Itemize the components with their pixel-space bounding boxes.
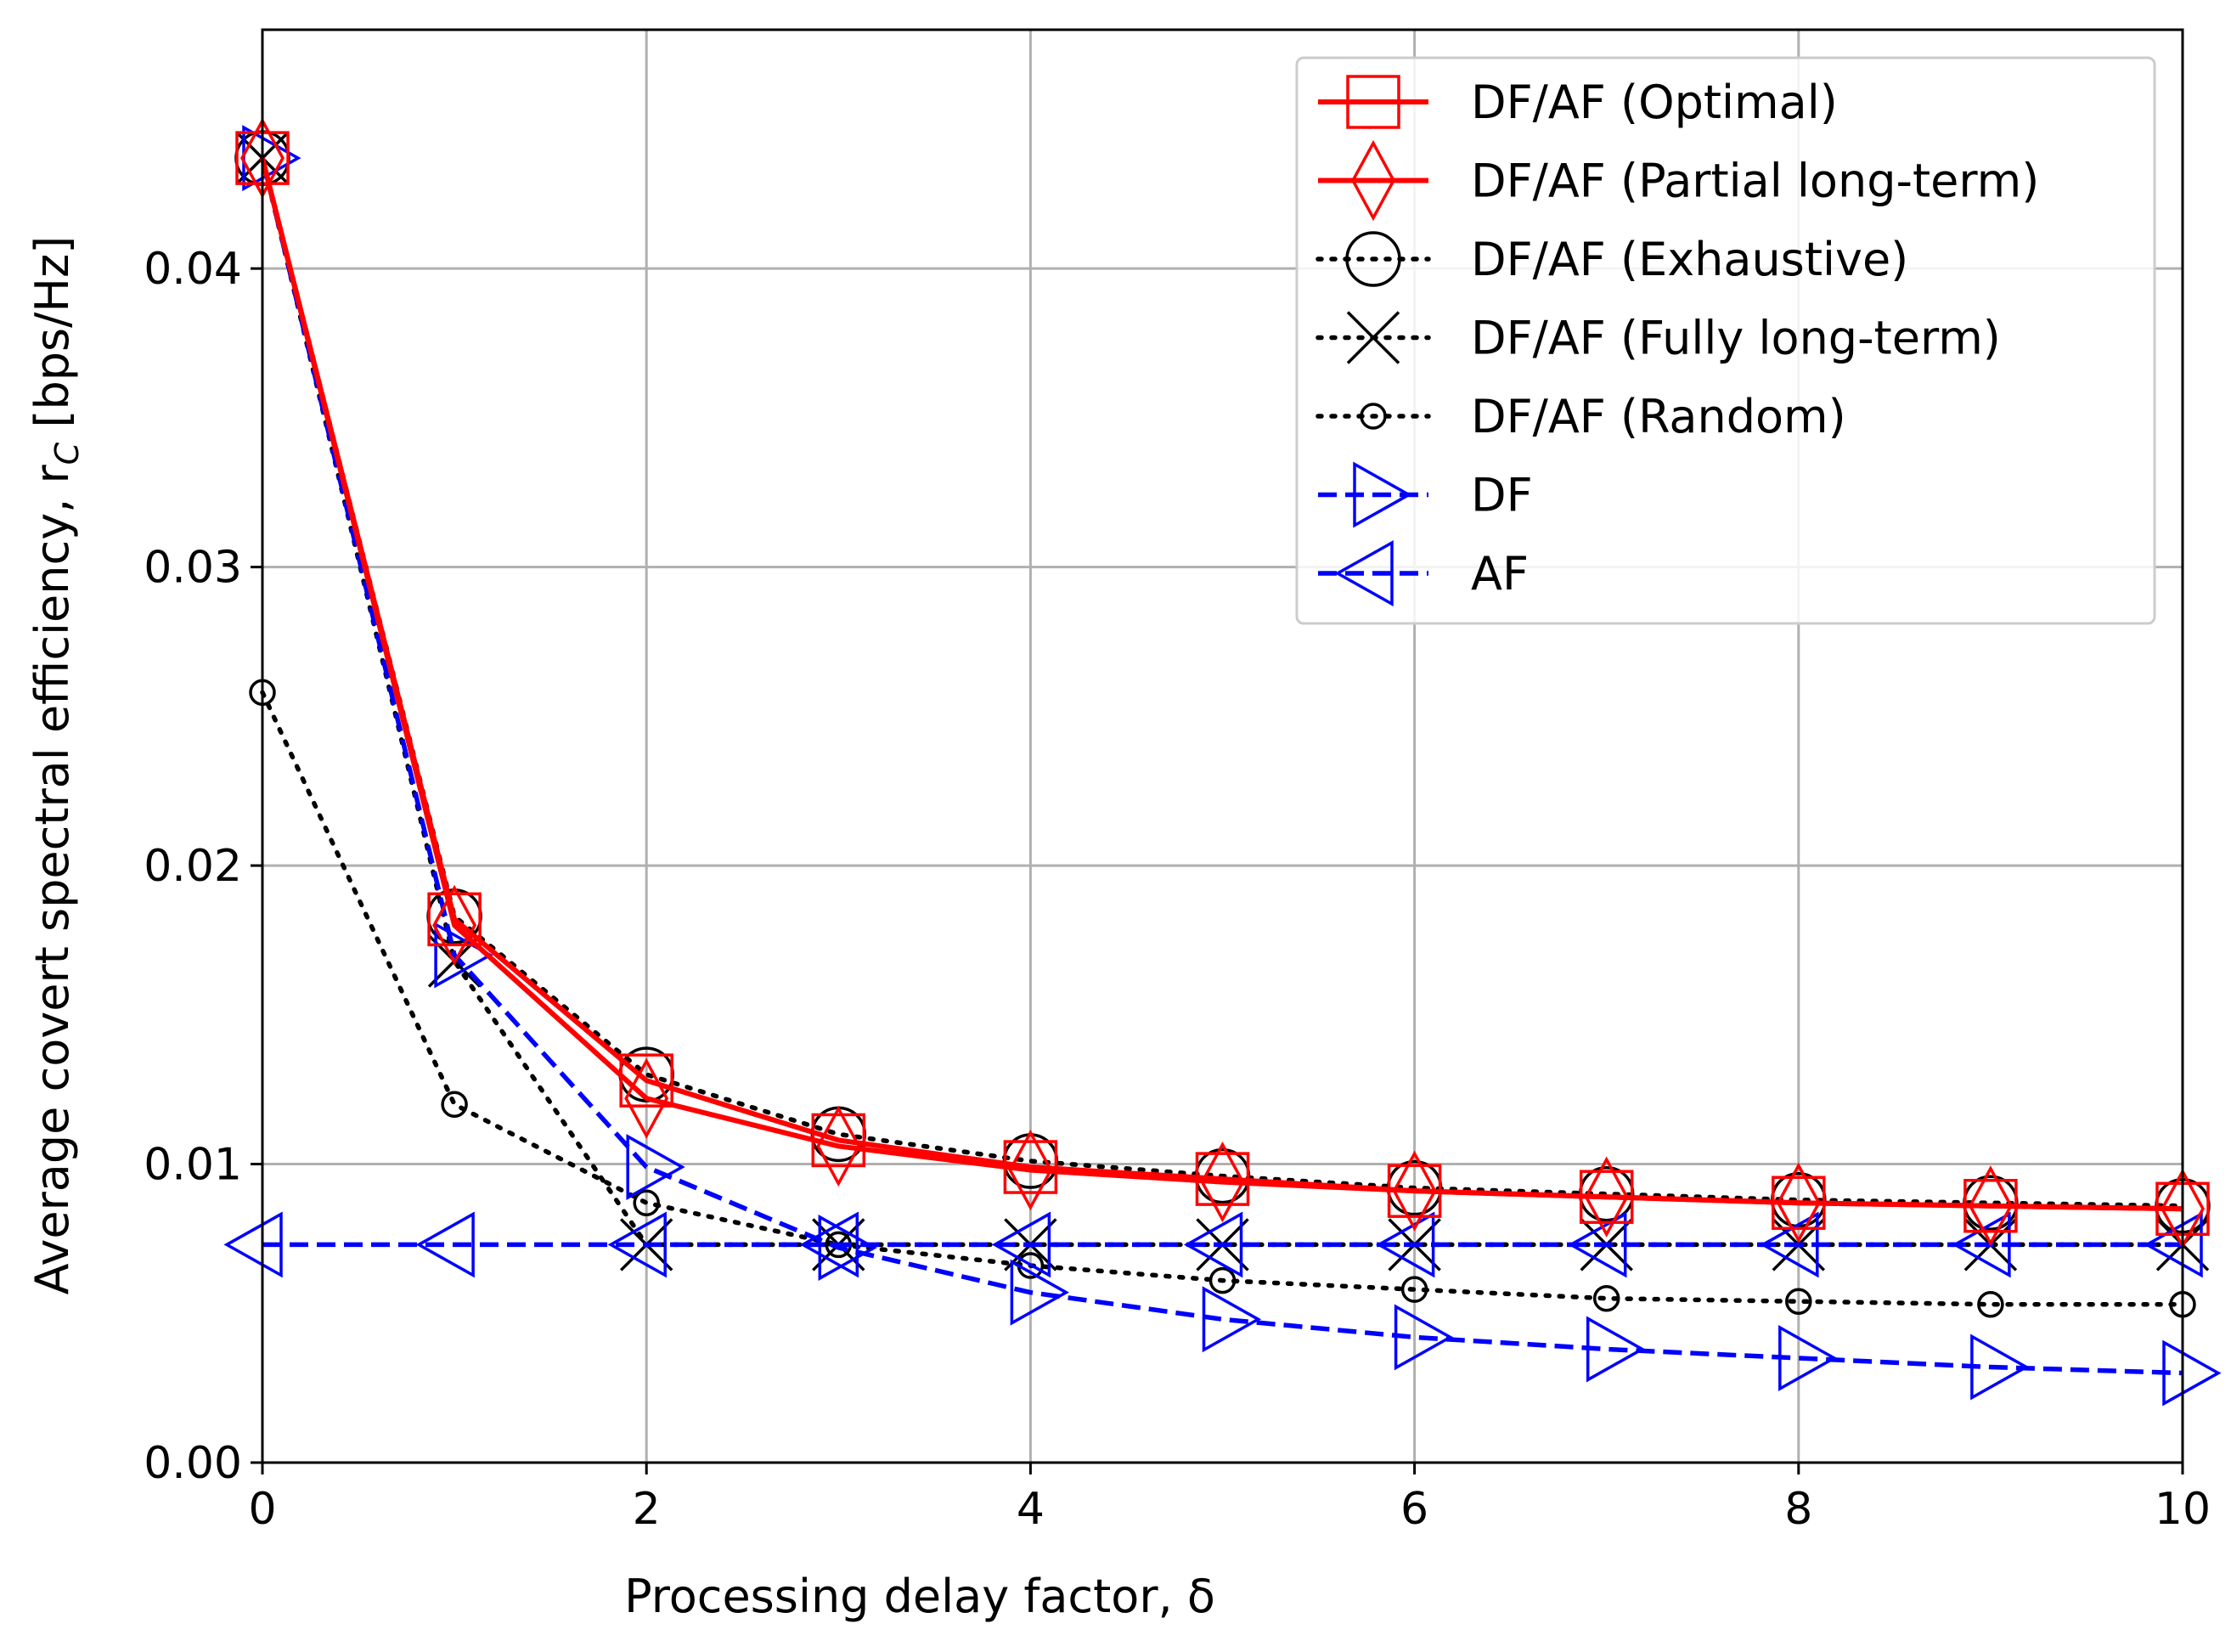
data-point xyxy=(799,1211,859,1278)
data-point xyxy=(1776,1162,1821,1243)
data-point xyxy=(1785,1288,1812,1315)
data-point xyxy=(441,1091,468,1118)
data-point xyxy=(1778,1324,1838,1391)
data-point xyxy=(619,1053,673,1108)
data-point xyxy=(633,1189,660,1216)
x-axis-title: Processing delay factor, δ xyxy=(624,1570,1215,1623)
legend-marker xyxy=(1360,403,1387,430)
data-point xyxy=(1200,1141,1245,1223)
data-point xyxy=(1202,1286,1262,1353)
legend-label: DF/AF (Optimal) xyxy=(1471,76,1838,129)
data-point xyxy=(1963,1178,2018,1233)
legend-item-df-af-optimal: DF/AF (Optimal) xyxy=(1318,75,1838,129)
data-point xyxy=(1008,1129,1053,1211)
data-point xyxy=(427,892,482,947)
series-line xyxy=(260,690,2185,1307)
data-point xyxy=(1772,1176,1826,1230)
legend-label: DF/AF (Random) xyxy=(1471,390,1846,443)
data-point xyxy=(1387,1164,1442,1218)
plot-frame xyxy=(261,28,2184,1464)
x-tick-label: 10 xyxy=(2155,1484,2211,1535)
legend-label: DF/AF (Fully long-term) xyxy=(1471,312,2001,365)
data-point xyxy=(1592,1284,1620,1312)
data-point xyxy=(1586,1316,1646,1383)
data-point xyxy=(1392,1150,1437,1232)
data-point xyxy=(1376,1211,1435,1278)
y-axis-title-units: [bps/Hz] xyxy=(25,236,79,443)
legend-item-df-af-random: DF/AF (Random) xyxy=(1316,390,1846,443)
legend-item-df-af-fully-long-term: DF/AF (Fully long-term) xyxy=(1316,311,2001,365)
legend-item-df-af-partial-long-term: DF/AF (Partial long-term) xyxy=(1318,139,2039,222)
data-point xyxy=(607,1211,667,1278)
y-tick-label: 0.02 xyxy=(144,841,242,892)
series-line xyxy=(260,155,2185,1209)
y-axis-title-main: Average covert spectral efficiency, r xyxy=(25,465,79,1295)
legend-item-df-af-exhaustive: DF/AF (Exhaustive) xyxy=(1316,231,1908,287)
legend-label: DF/AF (Partial long-term) xyxy=(1471,155,2039,208)
data-point xyxy=(223,1211,283,1278)
legend-marker xyxy=(1345,231,1401,287)
legend-label: AF xyxy=(1471,547,1529,600)
data-point xyxy=(1400,1276,1428,1303)
data-point xyxy=(626,1134,685,1201)
y-tick-label: 0.01 xyxy=(144,1140,242,1191)
x-tick-label: 0 xyxy=(248,1484,276,1535)
data-point xyxy=(991,1211,1051,1278)
y-tick-label: 0.00 xyxy=(144,1438,242,1489)
legend-item-af: AF xyxy=(1318,540,1529,606)
data-point xyxy=(1183,1211,1243,1278)
data-point xyxy=(1977,1290,2004,1318)
series-layer xyxy=(223,117,2222,1407)
series-line xyxy=(260,157,2183,1212)
data-point xyxy=(811,1113,866,1168)
y-axis-ticks: 0.00 0.01 0.02 0.03 0.04 xyxy=(144,244,262,1489)
series-af xyxy=(223,1211,2203,1278)
legend-item-df: DF xyxy=(1318,461,1533,528)
legend-label: DF xyxy=(1471,469,1533,522)
data-point xyxy=(432,884,477,967)
x-axis-ticks: 0 2 4 6 8 10 xyxy=(248,1463,2211,1535)
y-tick-label: 0.04 xyxy=(144,244,242,295)
legend: DF/AF (Optimal) DF/AF (Partial long-term)… xyxy=(1295,56,2156,625)
data-point xyxy=(1195,1152,1250,1206)
legend-label: DF/AF (Exhaustive) xyxy=(1471,233,1908,286)
data-point xyxy=(1208,1266,1237,1294)
data-point xyxy=(1968,1165,2013,1247)
y-axis-title-subscript: C xyxy=(48,442,86,465)
data-point xyxy=(434,922,493,989)
legend-marker xyxy=(1351,139,1395,222)
data-point xyxy=(2162,1339,2222,1407)
data-point xyxy=(818,1214,877,1281)
data-point xyxy=(1970,1333,2030,1401)
data-point xyxy=(242,125,301,192)
data-point xyxy=(1584,1156,1629,1238)
x-tick-label: 4 xyxy=(1017,1484,1045,1535)
data-point xyxy=(415,1211,475,1278)
legend-box xyxy=(1295,56,2156,625)
x-tick-label: 2 xyxy=(633,1484,661,1535)
x-tick-label: 6 xyxy=(1400,1484,1428,1535)
y-axis-title: Average covert spectral efficiency, rC [… xyxy=(25,236,86,1295)
data-point xyxy=(1394,1304,1454,1371)
x-tick-label: 8 xyxy=(1784,1484,1812,1535)
data-point xyxy=(1579,1170,1634,1224)
axes xyxy=(261,28,2184,1464)
series-df-af-optimal xyxy=(235,131,2210,1237)
series-df xyxy=(242,125,2222,1407)
series-line xyxy=(260,157,2183,1376)
data-point xyxy=(1003,1140,1058,1194)
data-point xyxy=(1568,1211,1627,1278)
data-point xyxy=(1010,1259,1069,1326)
legend-marker xyxy=(1346,75,1400,129)
legend-marker xyxy=(1353,461,1412,528)
legend-marker xyxy=(1346,311,1400,364)
y-tick-label: 0.03 xyxy=(144,543,242,594)
legend-marker xyxy=(1334,540,1394,606)
